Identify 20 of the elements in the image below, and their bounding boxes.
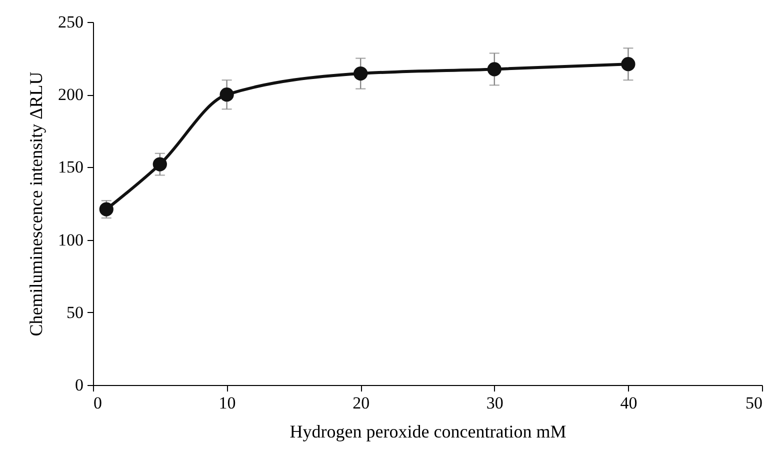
y-tick-label: 100 — [58, 230, 84, 250]
point — [220, 88, 234, 102]
x-tick-label: 10 — [218, 394, 236, 412]
x-tick-label: 0 — [94, 394, 102, 412]
point — [152, 157, 167, 172]
y-tick-label: 50 — [66, 302, 84, 322]
point — [487, 62, 502, 76]
y-axis-title: Chemiluminescence intensity ΔRLU — [26, 72, 46, 336]
point — [621, 57, 636, 72]
x-axis-title: Hydrogen peroxide concentration mM — [290, 422, 566, 442]
y-tick-label: 0 — [75, 376, 84, 394]
y-tick-label: 150 — [58, 158, 84, 177]
x-tick-label: 20 — [352, 394, 370, 412]
point — [354, 66, 368, 81]
point — [99, 202, 114, 216]
y-tick-label: 250 — [58, 12, 84, 32]
y-tick-label: 200 — [58, 85, 84, 104]
x-tick-label: 40 — [620, 394, 638, 412]
x-tick-label: 30 — [486, 394, 504, 412]
x-tick-label: 50 — [746, 394, 762, 412]
